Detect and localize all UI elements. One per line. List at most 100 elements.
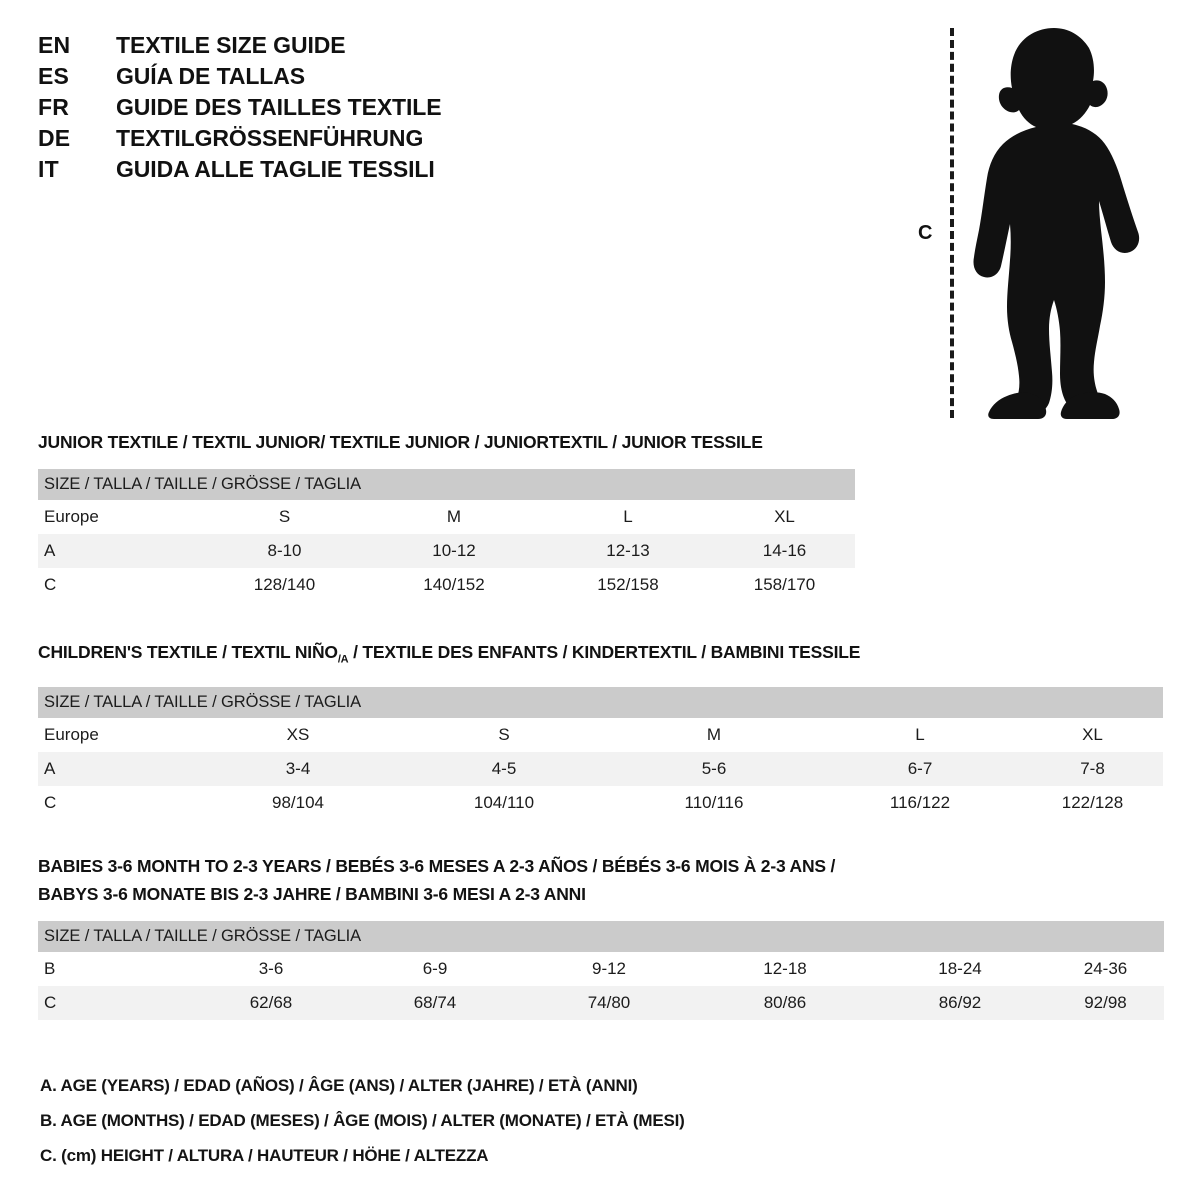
children-cell-height-s: 104/110 [398, 785, 610, 820]
children-cell-size-l: L [818, 717, 1022, 752]
table-row: C 62/68 68/74 74/80 80/86 86/92 92/98 [38, 986, 1164, 1020]
children-band-label: SIZE / TALLA / TAILLE / GRÖSSE / TAGLIA [38, 686, 1163, 718]
children-cell-height-xs: 98/104 [198, 785, 398, 820]
junior-cell-height-s: 128/140 [203, 568, 366, 602]
junior-cell-age-m: 10-12 [366, 534, 542, 568]
junior-cell-height-l: 152/158 [542, 568, 714, 602]
children-row-label-c: C [38, 785, 198, 820]
language-title-es: GUÍA DE TALLAS [116, 63, 305, 89]
language-row-es: ES GUÍA DE TALLAS [38, 63, 598, 94]
junior-section-title: JUNIOR TEXTILE / TEXTIL JUNIOR/ TEXTILE … [38, 432, 763, 452]
junior-cell-size-xl: XL [714, 500, 855, 534]
section-children-textile: CHILDREN'S TEXTILE / TEXTIL NIÑO/A / TEX… [38, 638, 1163, 820]
children-title-post: / TEXTILE DES ENFANTS / KINDERTEXTIL / B… [348, 642, 861, 662]
babies-row-label-c: C [38, 986, 193, 1020]
language-title-block: EN TEXTILE SIZE GUIDE ES GUÍA DE TALLAS … [38, 32, 598, 187]
language-code-it: IT [38, 156, 59, 182]
language-code-fr: FR [38, 94, 70, 120]
babies-section-title-line1: BABIES 3-6 MONTH TO 2-3 YEARS / BEBÉS 3-… [38, 856, 836, 876]
children-row-label-a: A [38, 751, 198, 786]
section-babies-textile: BABIES 3-6 MONTH TO 2-3 YEARS / BEBÉS 3-… [38, 852, 1164, 1020]
language-code-es: ES [38, 63, 70, 89]
children-cell-age-l: 6-7 [818, 751, 1022, 786]
children-size-table: SIZE / TALLA / TAILLE / GRÖSSE / TAGLIA … [38, 686, 1163, 820]
children-cell-size-xl: XL [1022, 717, 1163, 752]
babies-cell-months-4: 12-18 [697, 952, 873, 986]
babies-cell-height-4: 80/86 [697, 986, 873, 1020]
height-measurement-figure: C [900, 10, 1170, 430]
babies-section-title-line2: BABYS 3-6 MONATE BIS 2-3 JAHRE / BAMBINI… [38, 884, 586, 904]
junior-band-label: SIZE / TALLA / TAILLE / GRÖSSE / TAGLIA [38, 469, 855, 500]
children-cell-height-xl: 122/128 [1022, 785, 1163, 820]
table-row: A 8-10 10-12 12-13 14-16 [38, 534, 855, 568]
table-row: Europe XS S M L XL [38, 717, 1163, 752]
legend-c-unit: (cm) [61, 1146, 97, 1165]
measure-dashed-line [950, 28, 954, 418]
babies-cell-months-3: 9-12 [521, 952, 697, 986]
children-cell-age-xl: 7-8 [1022, 751, 1163, 786]
children-cell-height-m: 110/116 [610, 785, 818, 820]
children-section-title: CHILDREN'S TEXTILE / TEXTIL NIÑO/A / TEX… [38, 638, 1163, 674]
babies-cell-height-6: 92/98 [1047, 986, 1164, 1020]
junior-size-table: SIZE / TALLA / TAILLE / GRÖSSE / TAGLIA … [38, 469, 855, 602]
table-row: C 128/140 140/152 152/158 158/170 [38, 568, 855, 602]
language-row-de: DE TEXTILGRÖSSENFÜHRUNG [38, 125, 598, 156]
legend-c-suffix: HEIGHT / ALTURA / HAUTEUR / HÖHE / ALTEZ… [96, 1146, 489, 1165]
table-row: B 3-6 6-9 9-12 12-18 18-24 24-36 [38, 952, 1164, 986]
babies-cell-height-3: 74/80 [521, 986, 697, 1020]
language-row-fr: FR GUIDE DES TAILLES TEXTILE [38, 94, 598, 125]
babies-size-table: SIZE / TALLA / TAILLE / GRÖSSE / TAGLIA … [38, 921, 1164, 1020]
children-title-sub: /A [337, 653, 349, 666]
legend-c-prefix: C. [40, 1146, 62, 1165]
babies-cell-months-6: 24-36 [1047, 952, 1164, 986]
measure-label-c: C [918, 222, 933, 244]
children-table-band-header: SIZE / TALLA / TAILLE / GRÖSSE / TAGLIA [38, 686, 1163, 718]
section-junior-textile: JUNIOR TEXTILE / TEXTIL JUNIOR/ TEXTILE … [38, 428, 855, 602]
table-row: Europe S M L XL [38, 500, 855, 534]
legend-block: A. AGE (YEARS) / EDAD (AÑOS) / ÂGE (ANS)… [40, 1068, 940, 1173]
junior-cell-age-l: 12-13 [542, 534, 714, 568]
legend-line-b: B. AGE (MONTHS) / EDAD (MESES) / ÂGE (MO… [40, 1111, 685, 1130]
language-row-it: IT GUIDA ALLE TAGLIE TESSILI [38, 156, 598, 187]
children-row-label-europe: Europe [38, 717, 198, 752]
junior-row-label-europe: Europe [38, 500, 203, 534]
children-cell-age-xs: 3-4 [198, 751, 398, 786]
junior-cell-height-m: 140/152 [366, 568, 542, 602]
babies-cell-height-1: 62/68 [193, 986, 349, 1020]
language-code-en: EN [38, 32, 71, 58]
table-row: C 98/104 104/110 110/116 116/122 122/128 [38, 785, 1163, 820]
babies-band-label: SIZE / TALLA / TAILLE / GRÖSSE / TAGLIA [38, 921, 1164, 952]
legend-line-c: C. (cm) HEIGHT / ALTURA / HAUTEUR / HÖHE… [40, 1138, 940, 1173]
junior-cell-height-xl: 158/170 [714, 568, 855, 602]
children-cell-age-s: 4-5 [398, 751, 610, 786]
language-title-fr: GUIDE DES TAILLES TEXTILE [116, 94, 442, 120]
children-title-pre: CHILDREN'S TEXTILE / TEXTIL NIÑO [38, 642, 338, 662]
table-row: A 3-4 4-5 5-6 6-7 7-8 [38, 751, 1163, 786]
babies-cell-height-5: 86/92 [873, 986, 1047, 1020]
child-silhouette-icon [973, 28, 1140, 419]
junior-cell-age-xl: 14-16 [714, 534, 855, 568]
language-code-de: DE [38, 125, 71, 151]
junior-cell-size-l: L [542, 500, 714, 534]
babies-cell-months-5: 18-24 [873, 952, 1047, 986]
junior-row-label-c: C [38, 568, 203, 602]
children-cell-age-m: 5-6 [610, 751, 818, 786]
children-cell-height-l: 116/122 [818, 785, 1022, 820]
junior-cell-size-m: M [366, 500, 542, 534]
language-row-en: EN TEXTILE SIZE GUIDE [38, 32, 598, 63]
babies-row-label-b: B [38, 952, 193, 986]
children-cell-size-xs: XS [198, 717, 398, 752]
legend-line-a: A. AGE (YEARS) / EDAD (AÑOS) / ÂGE (ANS)… [40, 1076, 638, 1095]
children-cell-size-s: S [398, 717, 610, 752]
language-title-it: GUIDA ALLE TAGLIE TESSILI [116, 156, 435, 182]
junior-row-label-a: A [38, 534, 203, 568]
babies-cell-months-2: 6-9 [349, 952, 521, 986]
babies-cell-months-1: 3-6 [193, 952, 349, 986]
language-title-de: TEXTILGRÖSSENFÜHRUNG [116, 125, 424, 151]
junior-cell-age-s: 8-10 [203, 534, 366, 568]
babies-table-band-header: SIZE / TALLA / TAILLE / GRÖSSE / TAGLIA [38, 921, 1164, 952]
language-title-en: TEXTILE SIZE GUIDE [116, 32, 346, 58]
children-cell-size-m: M [610, 717, 818, 752]
junior-table-band-header: SIZE / TALLA / TAILLE / GRÖSSE / TAGLIA [38, 469, 855, 500]
babies-cell-height-2: 68/74 [349, 986, 521, 1020]
